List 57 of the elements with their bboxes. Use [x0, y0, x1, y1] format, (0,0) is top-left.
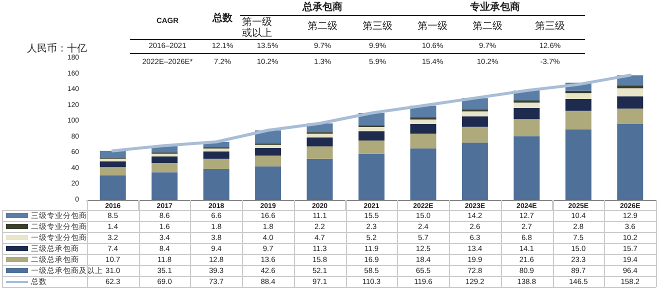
bar — [306, 158, 333, 200]
bar — [617, 88, 644, 96]
text: 第二级 — [472, 21, 504, 32]
bar — [100, 167, 126, 176]
bar — [358, 140, 384, 154]
bar — [514, 102, 540, 108]
bar — [410, 124, 436, 134]
bar — [306, 146, 333, 159]
bar — [514, 119, 540, 136]
text: 专业承包商 — [469, 2, 521, 14]
bar — [203, 151, 230, 159]
bar — [514, 136, 540, 200]
bar — [358, 131, 384, 141]
bar — [410, 148, 436, 200]
line-series — [111, 74, 632, 152]
text: 第一级 — [416, 21, 448, 32]
bar — [152, 172, 178, 200]
bar — [565, 110, 592, 130]
bar — [565, 93, 592, 100]
bar — [462, 126, 488, 143]
bar — [152, 156, 178, 163]
bar — [462, 142, 488, 200]
bar — [617, 108, 644, 124]
bar — [152, 163, 178, 172]
bar — [462, 116, 488, 127]
bar — [306, 134, 333, 138]
bar — [203, 158, 230, 169]
bar — [255, 144, 282, 148]
text: 第一级或以上 — [241, 17, 273, 39]
bar — [100, 158, 126, 162]
text: 第二级 — [306, 21, 338, 32]
text: 总数 — [211, 13, 234, 24]
bar — [152, 154, 178, 156]
text: 总承包商 — [301, 2, 344, 14]
bar — [255, 166, 282, 200]
text: 第三级 — [362, 21, 394, 32]
bar — [255, 148, 282, 156]
bar — [100, 161, 126, 168]
bar — [565, 90, 592, 94]
text: 第三级 — [534, 21, 566, 32]
bar — [306, 138, 333, 146]
bar — [410, 119, 436, 124]
bar — [514, 108, 540, 120]
bar — [100, 150, 126, 158]
bar — [358, 127, 384, 132]
bar — [565, 129, 592, 200]
bar — [203, 168, 230, 200]
bar — [410, 134, 436, 148]
bar — [358, 154, 384, 200]
bar — [617, 96, 644, 109]
bar — [617, 124, 644, 200]
bar — [565, 99, 592, 111]
y-axis-title: 人民币：十亿 — [27, 42, 87, 54]
bar — [203, 148, 230, 152]
bar — [100, 176, 126, 200]
bar — [255, 156, 282, 166]
bar — [462, 111, 488, 116]
